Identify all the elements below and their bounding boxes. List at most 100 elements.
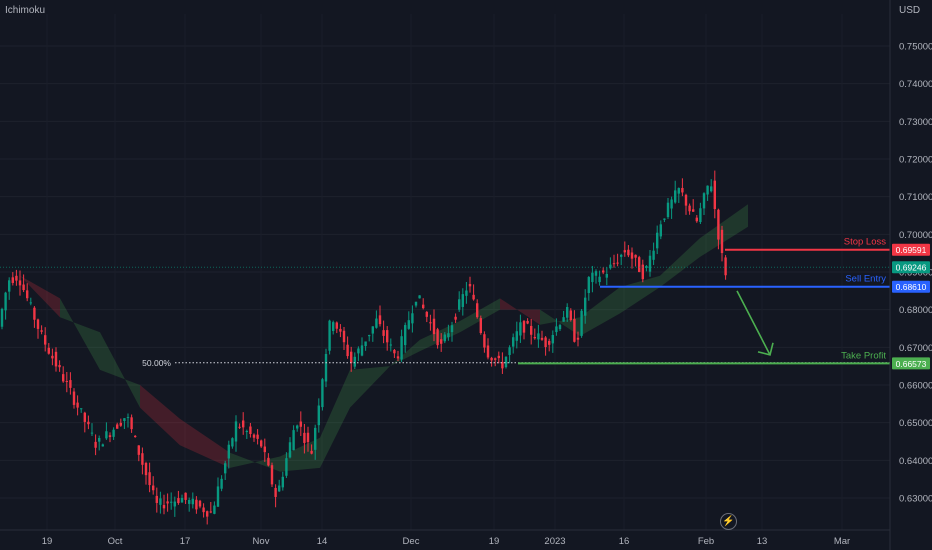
x-tick-label: 19: [489, 536, 500, 547]
candle-body: [526, 320, 529, 324]
candle-body: [440, 339, 443, 344]
candle-body: [18, 280, 22, 286]
candle-body: [648, 255, 652, 272]
level-label: Stop Loss: [844, 237, 886, 248]
candle-body: [270, 465, 274, 485]
candle-body: [566, 307, 569, 318]
candle-body: [26, 290, 29, 299]
candle-body: [504, 356, 508, 368]
candle-body: [80, 408, 83, 410]
candle-body: [674, 190, 677, 203]
candle-body: [378, 315, 382, 325]
candle-body: [418, 295, 421, 299]
candle-body: [123, 418, 126, 422]
candle-body: [450, 325, 454, 333]
candle-body: [594, 271, 598, 276]
candle-body: [555, 326, 558, 333]
candle-body: [584, 297, 587, 316]
candle-body: [274, 487, 277, 497]
candle-body: [530, 325, 533, 335]
candle-body: [137, 445, 140, 455]
candle-body: [22, 284, 25, 291]
candle-body: [177, 498, 180, 504]
ichimoku-cloud-segment: [460, 298, 500, 333]
candle-body: [580, 310, 583, 336]
indicator-label[interactable]: Ichimoku: [5, 5, 46, 16]
candle-body: [260, 440, 263, 447]
candle-body: [443, 334, 446, 342]
candle-body: [90, 432, 94, 434]
candle-body: [699, 208, 702, 223]
candle-body: [213, 505, 216, 514]
candle-body: [612, 263, 616, 265]
candle-body: [126, 417, 130, 419]
candle-body: [188, 500, 191, 504]
candle-body: [623, 250, 626, 253]
y-tick-label: 0.68000: [899, 305, 932, 316]
candle-body: [353, 356, 356, 367]
y-tick-label: 0.72000: [899, 155, 932, 166]
candle-body: [688, 205, 691, 212]
price-tag-label: 0.69591: [896, 245, 927, 255]
candle-body: [375, 318, 378, 328]
candle-body: [371, 326, 374, 334]
x-tick-label: 2023: [544, 536, 565, 547]
candle-body: [310, 450, 313, 454]
ichimoku-cloud-segment: [700, 204, 748, 257]
candle-body: [335, 322, 338, 329]
candle-body: [684, 194, 688, 206]
candle-body: [663, 218, 666, 220]
candle-body: [414, 301, 418, 306]
candle-body: [285, 458, 288, 476]
ichimoku-cloud-segment: [100, 332, 140, 408]
candle-body: [501, 361, 504, 369]
lightning-icon[interactable]: ⚡: [720, 513, 737, 530]
candle-body: [407, 320, 410, 329]
candle-body: [296, 425, 299, 429]
candle-body: [47, 347, 50, 354]
candle-body: [537, 333, 540, 340]
candle-body: [281, 476, 284, 488]
candle-body: [65, 381, 68, 383]
candle-body: [94, 441, 97, 448]
candle-body: [170, 501, 173, 503]
candle-body: [515, 331, 518, 341]
candle-body: [533, 336, 536, 339]
candle-body: [422, 304, 425, 309]
y-tick-label: 0.67000: [899, 343, 932, 354]
candle-body: [476, 303, 479, 318]
candle-body: [242, 420, 245, 428]
candle-body: [641, 264, 644, 280]
ichimoku-cloud-segment: [350, 366, 390, 408]
candle-body: [692, 209, 695, 212]
candle-body: [332, 322, 335, 332]
candle-body: [220, 478, 223, 489]
candle-body: [44, 335, 47, 345]
y-tick-label: 0.74000: [899, 79, 932, 90]
ichimoku-cloud-segment: [580, 287, 620, 337]
candle-body: [519, 322, 522, 336]
candle-body: [180, 497, 184, 503]
candle-body: [389, 344, 392, 346]
candle-body: [490, 357, 493, 361]
candle-body: [155, 495, 158, 503]
candle-body: [292, 430, 295, 451]
price-tag-label: 0.66573: [896, 359, 927, 369]
price-tag: [892, 243, 930, 256]
candle-body: [245, 431, 248, 433]
candle-body: [198, 500, 202, 507]
candle-body: [324, 353, 328, 382]
projection-arrow-shaft[interactable]: [736, 290, 771, 356]
candle-body: [512, 337, 515, 347]
candle-body: [119, 422, 122, 426]
ichimoku-cloud-segment: [420, 320, 460, 352]
y-tick-label: 0.75000: [899, 42, 932, 53]
ichimoku-cloud-segment: [660, 238, 700, 288]
candle-body: [98, 437, 101, 442]
x-tick-label: 16: [619, 536, 630, 547]
candle-body: [29, 302, 32, 304]
candle-body: [62, 374, 65, 382]
candle-body: [51, 355, 54, 359]
candle-body: [591, 272, 594, 283]
